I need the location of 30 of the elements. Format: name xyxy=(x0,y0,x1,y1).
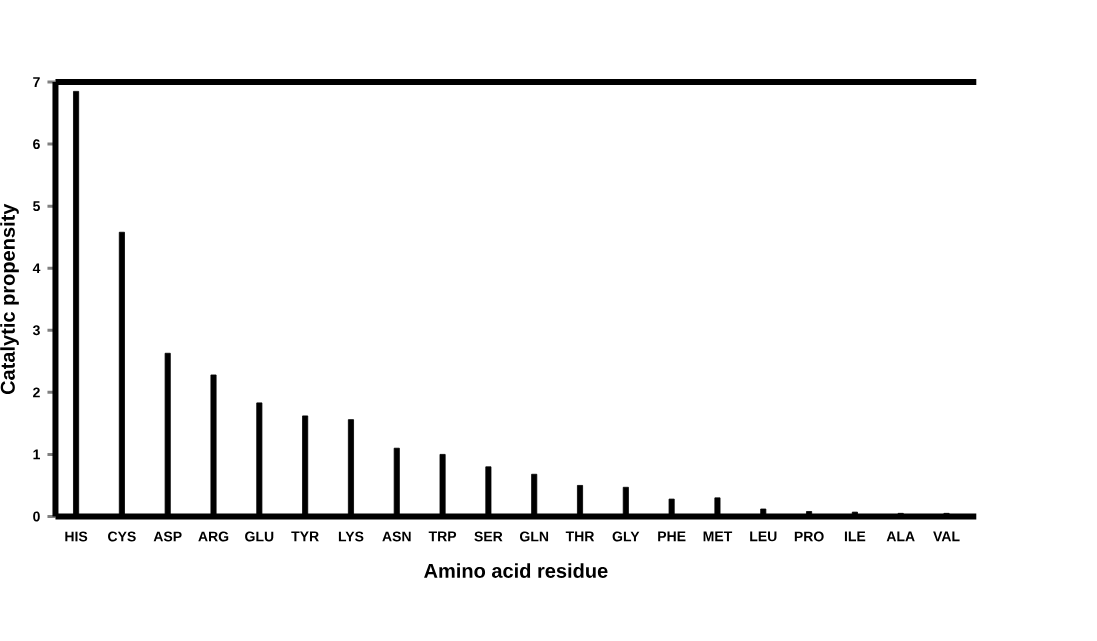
y-axis-title: Catalytic propensity xyxy=(0,203,19,395)
x-tick-label: TYR xyxy=(291,531,319,542)
x-tick-label: ALA xyxy=(886,531,915,542)
y-tick-label: 3 xyxy=(32,325,40,336)
x-tick-label: TRP xyxy=(428,531,457,542)
x-tick-label: THR xyxy=(565,531,595,542)
x-tick-label: LYS xyxy=(338,531,364,542)
x-tick-label: GLN xyxy=(519,531,549,542)
x-tick-label: ARG xyxy=(198,531,229,542)
x-tick-label: ILE xyxy=(844,531,866,542)
y-tick-label: 0 xyxy=(33,511,40,522)
x-tick-label: PHE xyxy=(658,531,686,542)
x-tick-label: PRO xyxy=(794,531,824,542)
y-tick-label: 5 xyxy=(33,201,40,212)
x-tick-label: VAL xyxy=(933,531,960,542)
x-tick-label: ASP xyxy=(153,531,182,542)
x-tick-label: GLU xyxy=(245,531,274,542)
x-tick-label: CYS xyxy=(108,531,136,542)
y-tick-label: 6 xyxy=(33,139,40,150)
y-tick-label: 2 xyxy=(33,387,40,398)
x-tick-label: MET xyxy=(703,531,733,542)
x-tick-label: ASN xyxy=(382,531,411,542)
x-axis-title: Amino acid residue xyxy=(424,563,608,579)
x-tick-label: LEU xyxy=(750,531,777,542)
y-tick-label: 7 xyxy=(33,77,40,88)
x-tick-label: HIS xyxy=(65,531,88,542)
x-tick-label: GLY xyxy=(612,531,640,542)
x-tick-label: SER xyxy=(474,531,503,542)
y-tick-label: 4 xyxy=(32,263,41,274)
y-tick-label: 1 xyxy=(33,449,40,460)
